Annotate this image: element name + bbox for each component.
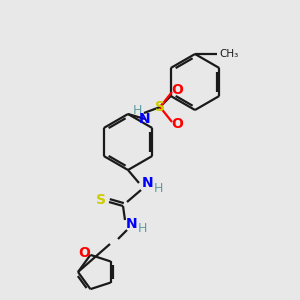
Text: N: N: [142, 176, 154, 190]
Text: H: H: [137, 223, 147, 236]
Text: H: H: [153, 182, 163, 194]
Text: H: H: [132, 104, 142, 118]
Text: S: S: [155, 100, 165, 114]
Text: O: O: [171, 117, 183, 131]
Text: CH₃: CH₃: [219, 49, 238, 59]
Text: N: N: [139, 112, 151, 126]
Text: O: O: [79, 246, 90, 260]
Text: S: S: [96, 193, 106, 207]
Text: O: O: [171, 83, 183, 97]
Text: N: N: [126, 217, 138, 231]
